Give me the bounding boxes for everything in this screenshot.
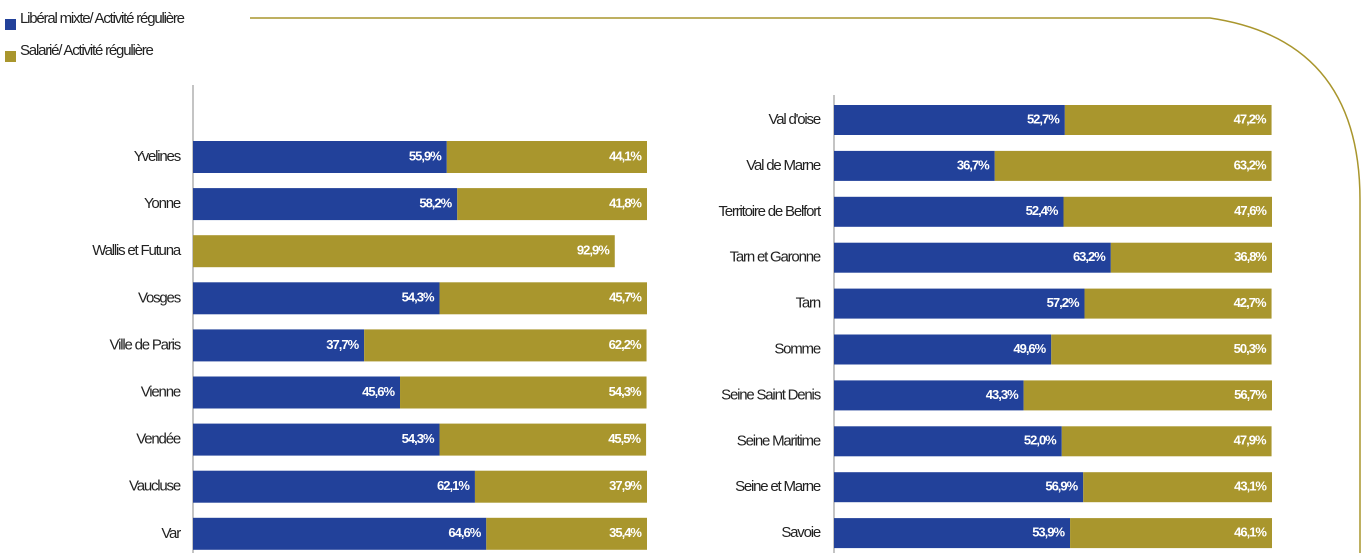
value-label: 47,9% [1234, 433, 1267, 448]
value-label: 47,6% [1234, 203, 1267, 218]
value-label: 63,2% [1234, 157, 1267, 172]
category-label: Savoie [781, 524, 821, 541]
value-label: 56,7% [1234, 387, 1267, 402]
value-label: 55,9% [409, 148, 442, 163]
value-label: 44,1% [609, 148, 642, 163]
bar-segment [1051, 334, 1272, 365]
value-label: 54,3% [402, 431, 435, 446]
value-label: 37,7% [326, 337, 359, 352]
value-label: 45,7% [609, 290, 642, 305]
value-label: 47,2% [1234, 111, 1267, 126]
bar-segment [1064, 105, 1272, 135]
category-label: Val d'oise [769, 111, 821, 128]
bar-segment [457, 188, 647, 221]
category-label: Yonne [144, 195, 181, 212]
bar-segment [474, 470, 647, 503]
category-label: Vosges [138, 289, 181, 306]
value-label: 46,1% [1234, 525, 1267, 540]
bar-segment [446, 141, 647, 173]
category-label: Somme [774, 340, 821, 357]
category-label: Seine Saint Denis [721, 386, 821, 403]
bar-segment [193, 329, 365, 362]
bar-segment [994, 150, 1272, 181]
value-label: 62,1% [437, 478, 470, 493]
value-label: 50,3% [1234, 341, 1267, 356]
bar-segment [834, 150, 995, 181]
category-label: Tarn [796, 295, 821, 312]
category-label: Ville de Paris [110, 336, 181, 353]
category-label: Yvelines [134, 148, 181, 165]
bar-segment [193, 470, 475, 503]
category-label: Tarn et Garonne [730, 249, 821, 266]
bar-segment [193, 517, 487, 550]
value-label: 52,4% [1026, 203, 1059, 218]
category-label: Seine Maritime [737, 432, 821, 449]
bar-segment [834, 518, 1071, 549]
value-label: 56,9% [1045, 479, 1078, 494]
value-label: 49,6% [1013, 341, 1046, 356]
category-label: Vendée [136, 431, 181, 448]
bar-segment [834, 380, 1024, 411]
bar-segment [834, 334, 1052, 365]
value-label: 52,7% [1027, 111, 1060, 126]
legend-swatch [5, 19, 16, 30]
value-label: 45,5% [608, 431, 641, 446]
category-label: Val de Marne [746, 157, 821, 174]
category-label: Vienne [141, 383, 181, 400]
value-label: 54,3% [402, 290, 435, 305]
category-label: Var [161, 525, 181, 542]
bar-segment [400, 376, 647, 409]
value-label: 62,2% [609, 337, 642, 352]
category-label: Vaucluse [129, 478, 181, 495]
value-label: 42,7% [1234, 295, 1267, 310]
bar-segment [193, 282, 440, 315]
value-label: 41,8% [609, 196, 642, 211]
value-label: 36,8% [1234, 249, 1267, 264]
bar-segment [834, 105, 1065, 135]
bar-segment [364, 329, 647, 362]
value-label: 43,1% [1234, 479, 1267, 494]
category-label: Wallis et Futuna [92, 242, 182, 259]
bar-segment [439, 423, 647, 456]
category-label: Seine et Marne [735, 478, 821, 495]
bar-segment [439, 282, 647, 315]
value-label: 37,9% [609, 478, 642, 493]
value-label: 52,0% [1024, 433, 1057, 448]
decorative-border [250, 17, 1361, 553]
bar-segment [193, 141, 447, 173]
value-label: 54,3% [609, 384, 642, 399]
bar-segment [193, 423, 440, 456]
bar-segment [193, 188, 458, 221]
value-label: 58,2% [419, 196, 452, 211]
bar-segment [834, 288, 1085, 319]
legend-label: Libéral mixte/ Activité régulière [20, 10, 185, 27]
value-label: 35,4% [609, 525, 642, 540]
bar-segment [193, 235, 615, 268]
value-label: 45,6% [362, 384, 395, 399]
bar-segment [1063, 196, 1272, 227]
value-label: 53,9% [1032, 525, 1065, 540]
value-label: 43,3% [986, 387, 1019, 402]
bar-segment [834, 426, 1062, 457]
legend-label: Salarié/ Activité régulière [20, 42, 154, 59]
category-label: Territoire de Belfort [718, 203, 822, 220]
bar-segment [1070, 518, 1272, 549]
value-label: 92,9% [577, 243, 610, 258]
bar-segment [834, 196, 1064, 227]
bar-segment [486, 517, 647, 550]
value-label: 36,7% [957, 157, 990, 172]
bar-segment [1061, 426, 1272, 457]
bar-segment [193, 376, 401, 409]
value-label: 63,2% [1073, 249, 1106, 264]
bar-segment [1083, 472, 1272, 503]
value-label: 57,2% [1047, 295, 1080, 310]
bar-segment [1110, 242, 1272, 273]
bar-segment [1023, 380, 1272, 411]
bar-segment [1084, 288, 1272, 319]
bar-segment [834, 242, 1111, 273]
legend-swatch [5, 51, 16, 62]
value-label: 64,6% [448, 525, 481, 540]
bar-segment [834, 472, 1084, 503]
